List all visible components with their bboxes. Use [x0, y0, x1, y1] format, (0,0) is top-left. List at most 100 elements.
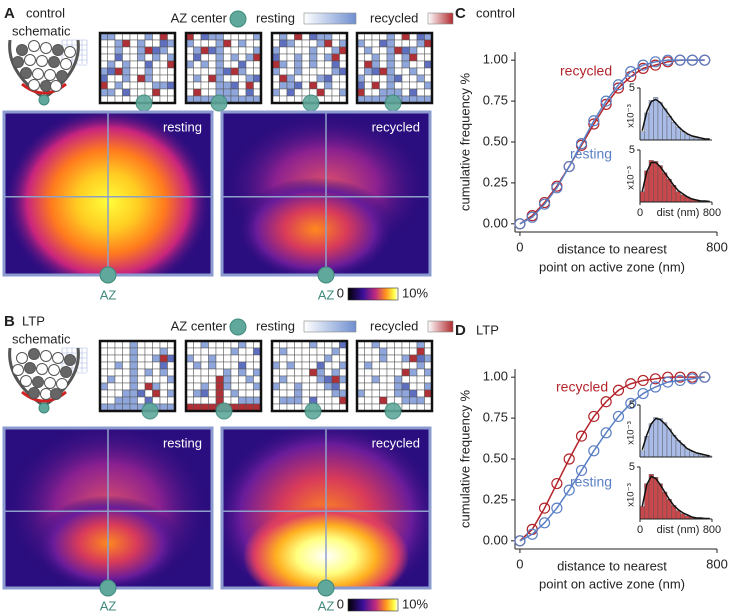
grid-cell [230, 88, 239, 97]
grid-cell [144, 354, 153, 363]
grid-cell [137, 354, 146, 363]
grid-cell [316, 88, 325, 97]
grid-cell [309, 81, 318, 90]
grid-cell [316, 368, 325, 377]
grid-cell [137, 382, 146, 391]
grid-cell [152, 354, 161, 363]
histogram-bar [653, 417, 659, 458]
data-point [699, 54, 711, 66]
grid-cell [379, 53, 388, 62]
grid-cell [107, 88, 116, 97]
az-label: AZ [318, 598, 335, 613]
grid-cell [122, 39, 131, 48]
grid-cell [364, 46, 373, 55]
colorbar [347, 287, 399, 301]
grid-cell [230, 375, 239, 384]
grid-cell [401, 368, 410, 377]
grid-cell [137, 46, 146, 55]
grid-cell [301, 74, 310, 83]
legend-gradient [427, 12, 454, 25]
grid-cell [238, 389, 247, 398]
inset-x-tick-label: 0 [637, 207, 643, 219]
vesicle [28, 348, 40, 360]
grid-cell [324, 46, 333, 55]
grid-cell [409, 382, 418, 391]
grid-cell [114, 396, 123, 405]
vesicle [20, 67, 32, 79]
grid-cell [409, 39, 418, 48]
grid-cell [152, 375, 161, 384]
grid-cell [379, 39, 388, 48]
grid-cell [208, 368, 217, 377]
grid-cell [152, 347, 161, 356]
grid-cell [238, 60, 247, 69]
grid-cell [208, 39, 217, 48]
grid-cell [371, 347, 380, 356]
grid-cell [364, 39, 373, 48]
legend-text: resting [256, 318, 295, 333]
grid-cell [394, 67, 403, 76]
grid-cell [316, 361, 325, 370]
grid-cell [107, 81, 116, 90]
grid-cell [379, 67, 388, 76]
grid-cell [309, 67, 318, 76]
grid-cell [401, 88, 410, 97]
az-marker [99, 266, 117, 284]
grid-cell [107, 46, 116, 55]
grid-cell [371, 60, 380, 69]
data-point [625, 397, 637, 409]
grid-cell [331, 67, 340, 76]
grid-cell [416, 382, 425, 391]
grid-cell [316, 39, 325, 48]
grid-cell [107, 53, 116, 62]
az-marker [38, 402, 50, 414]
y-tick-label: 0.00 [483, 532, 508, 547]
grid-cell [114, 375, 123, 384]
grid-cell [294, 368, 303, 377]
grid-cell [331, 53, 340, 62]
panel-label: B [4, 313, 15, 330]
vesicle [40, 350, 52, 362]
data-point [600, 396, 612, 408]
grid-cell [215, 67, 224, 76]
grid-cell [379, 88, 388, 97]
grid-cell [208, 347, 217, 356]
histogram-bar [657, 418, 663, 458]
grid-cell [122, 382, 131, 391]
x-tick-label: 800 [706, 239, 728, 254]
grid-cell [316, 46, 325, 55]
grid-cell [286, 60, 295, 69]
grid-cell [122, 88, 131, 97]
data-point [600, 427, 612, 439]
grid-cell [316, 81, 325, 90]
grid-cell [386, 67, 395, 76]
schematic-title: control [26, 5, 65, 20]
grid-cell [416, 39, 425, 48]
y-tick-label: 1.00 [483, 52, 508, 67]
grid-cell [193, 389, 202, 398]
grid-cell [230, 361, 239, 370]
grid-cell [238, 53, 247, 62]
series-label: resting [570, 474, 612, 490]
grid-cell [215, 53, 224, 62]
grid-cell [152, 396, 161, 405]
grid-cell [294, 60, 303, 69]
grid-cell [364, 354, 373, 363]
chart-title: LTP [476, 322, 499, 337]
grid-cell [301, 396, 310, 405]
grid-cell [324, 81, 333, 90]
grid-cell [401, 382, 410, 391]
grid-cell [286, 67, 295, 76]
grid-cell [107, 375, 116, 384]
legend-text: AZ center [171, 318, 228, 333]
grid-cell [193, 396, 202, 405]
grid-cell [144, 361, 153, 370]
data-point [563, 453, 575, 465]
grid-cell [316, 53, 325, 62]
grid-cell [279, 375, 288, 384]
panel-label: D [455, 322, 466, 339]
grid-cell [159, 53, 168, 62]
histogram-bar [662, 108, 668, 141]
heatmap-title: resting [163, 119, 202, 134]
